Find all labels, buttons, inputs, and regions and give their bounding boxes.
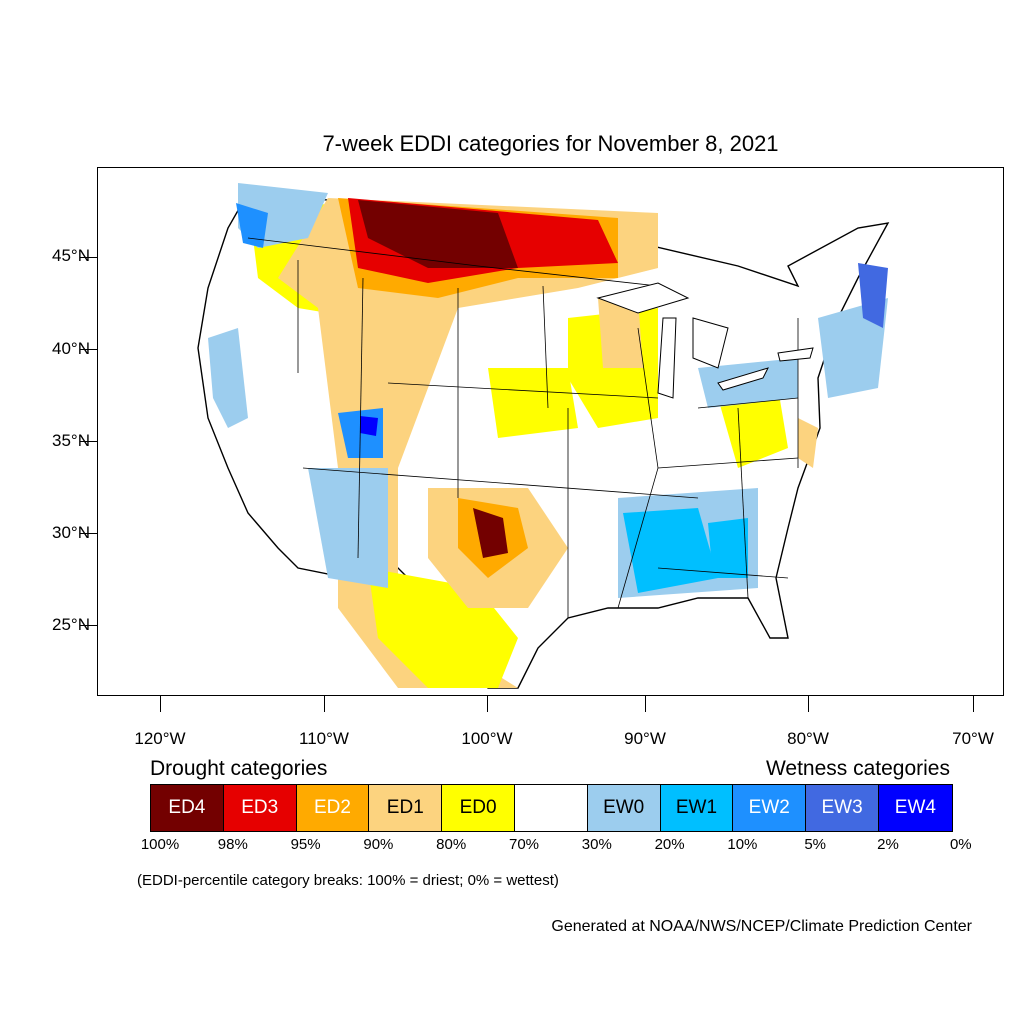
state-boundaries: [247, 237, 799, 618]
legend-swatch-normal: [514, 785, 588, 831]
lake-huron: [692, 317, 729, 369]
lat-tick: [80, 349, 97, 350]
legend-break-label: 80%: [436, 836, 467, 853]
region-ew1-georgia: [708, 518, 748, 578]
lat-label-30: 30°N: [52, 523, 90, 542]
legend-break-label: 100%: [140, 836, 180, 853]
lat-label-25: 25°N: [52, 615, 90, 634]
region-ed4-texas: [473, 508, 508, 558]
legend-swatch-ew4: EW4: [878, 785, 952, 831]
great-lakes: [596, 282, 814, 399]
lake-michigan: [657, 317, 677, 399]
region-ew1-south: [623, 508, 718, 593]
credit-line: Generated at NOAA/NWS/NCEP/Climate Predi…: [551, 918, 972, 935]
lon-label-120: 120°W: [134, 729, 186, 748]
lat-label-35: 35°N: [52, 431, 90, 450]
lon-label-100: 100°W: [461, 729, 513, 748]
region-ew3-ne: [858, 263, 888, 328]
legend-break-label: 70%: [508, 836, 540, 853]
legend-swatch-ed2: ED2: [296, 785, 370, 831]
region-ed0-plains: [488, 368, 578, 438]
region-ew4-utah: [360, 416, 378, 436]
legend-swatch-ed0: ED0: [442, 785, 515, 831]
legend-swatch-ed1: ED1: [369, 785, 443, 831]
legend-break-label: 20%: [654, 836, 685, 853]
lat-tick: [80, 441, 97, 442]
drought-regions: [248, 198, 818, 688]
region-ed0-east: [718, 388, 788, 468]
lake-ontario: [777, 347, 814, 362]
legend-swatch-ed4: ED4: [151, 785, 224, 831]
legend-break-label: 10%: [727, 836, 758, 853]
lon-tick: [645, 696, 646, 712]
lat-tick: [80, 625, 97, 626]
legend-break-label: 0%: [949, 836, 972, 853]
legend-swatch-ew1: EW1: [660, 785, 734, 831]
lat-label-40: 40°N: [52, 339, 90, 358]
region-ew0-ne: [818, 298, 888, 398]
region-ed1-east: [798, 418, 818, 468]
legend-break-label: 98%: [217, 836, 248, 853]
region-ed4: [358, 200, 518, 268]
legend-swatch-ew2: EW2: [733, 785, 807, 831]
lon-tick: [808, 696, 809, 712]
legend-break-label: 90%: [363, 836, 394, 853]
wetness-regions: [208, 183, 888, 598]
lon-tick: [973, 696, 974, 712]
lon-tick: [324, 696, 325, 712]
lat-tick: [80, 533, 97, 534]
legend-swatch-ed3: ED3: [223, 785, 297, 831]
lon-label-90: 90°W: [624, 729, 666, 748]
region-ew0-west: [208, 328, 248, 428]
legend-break-label: 2%: [877, 836, 899, 853]
legend-break-label: 30%: [581, 836, 612, 853]
lon-tick: [160, 696, 161, 712]
lat-label-45: 45°N: [52, 246, 90, 265]
region-ew2-nw: [236, 203, 268, 248]
region-ed1-michigan: [598, 298, 643, 368]
legend-swatch-ew3: EW3: [806, 785, 879, 831]
lon-label-80: 80°W: [787, 729, 829, 748]
map-panel: [97, 167, 1004, 696]
eddi-map: [197, 183, 890, 689]
legend-swatch-ew0: EW0: [587, 785, 661, 831]
region-ew0-sw: [308, 468, 388, 588]
lon-tick: [487, 696, 488, 712]
legend-break-label: 95%: [290, 836, 321, 853]
category-legend-bar: ED4 ED3 ED2 ED1 ED0 EW0 EW1 EW2 EW3 EW4: [150, 784, 953, 832]
map-title: 7-week EDDI categories for November 8, 2…: [322, 131, 779, 156]
wetness-categories-heading: Wetness categories: [765, 757, 950, 780]
lat-tick: [80, 257, 97, 258]
category-breaks-note: (EDDI-percentile category breaks: 100% =…: [137, 872, 559, 889]
lake-erie: [717, 367, 769, 391]
lake-superior: [596, 282, 690, 314]
drought-categories-heading: Drought categories: [150, 757, 328, 780]
lon-label-70: 70°W: [952, 729, 994, 748]
lon-label-110: 110°W: [299, 729, 349, 748]
legend-break-label: 5%: [804, 836, 827, 853]
